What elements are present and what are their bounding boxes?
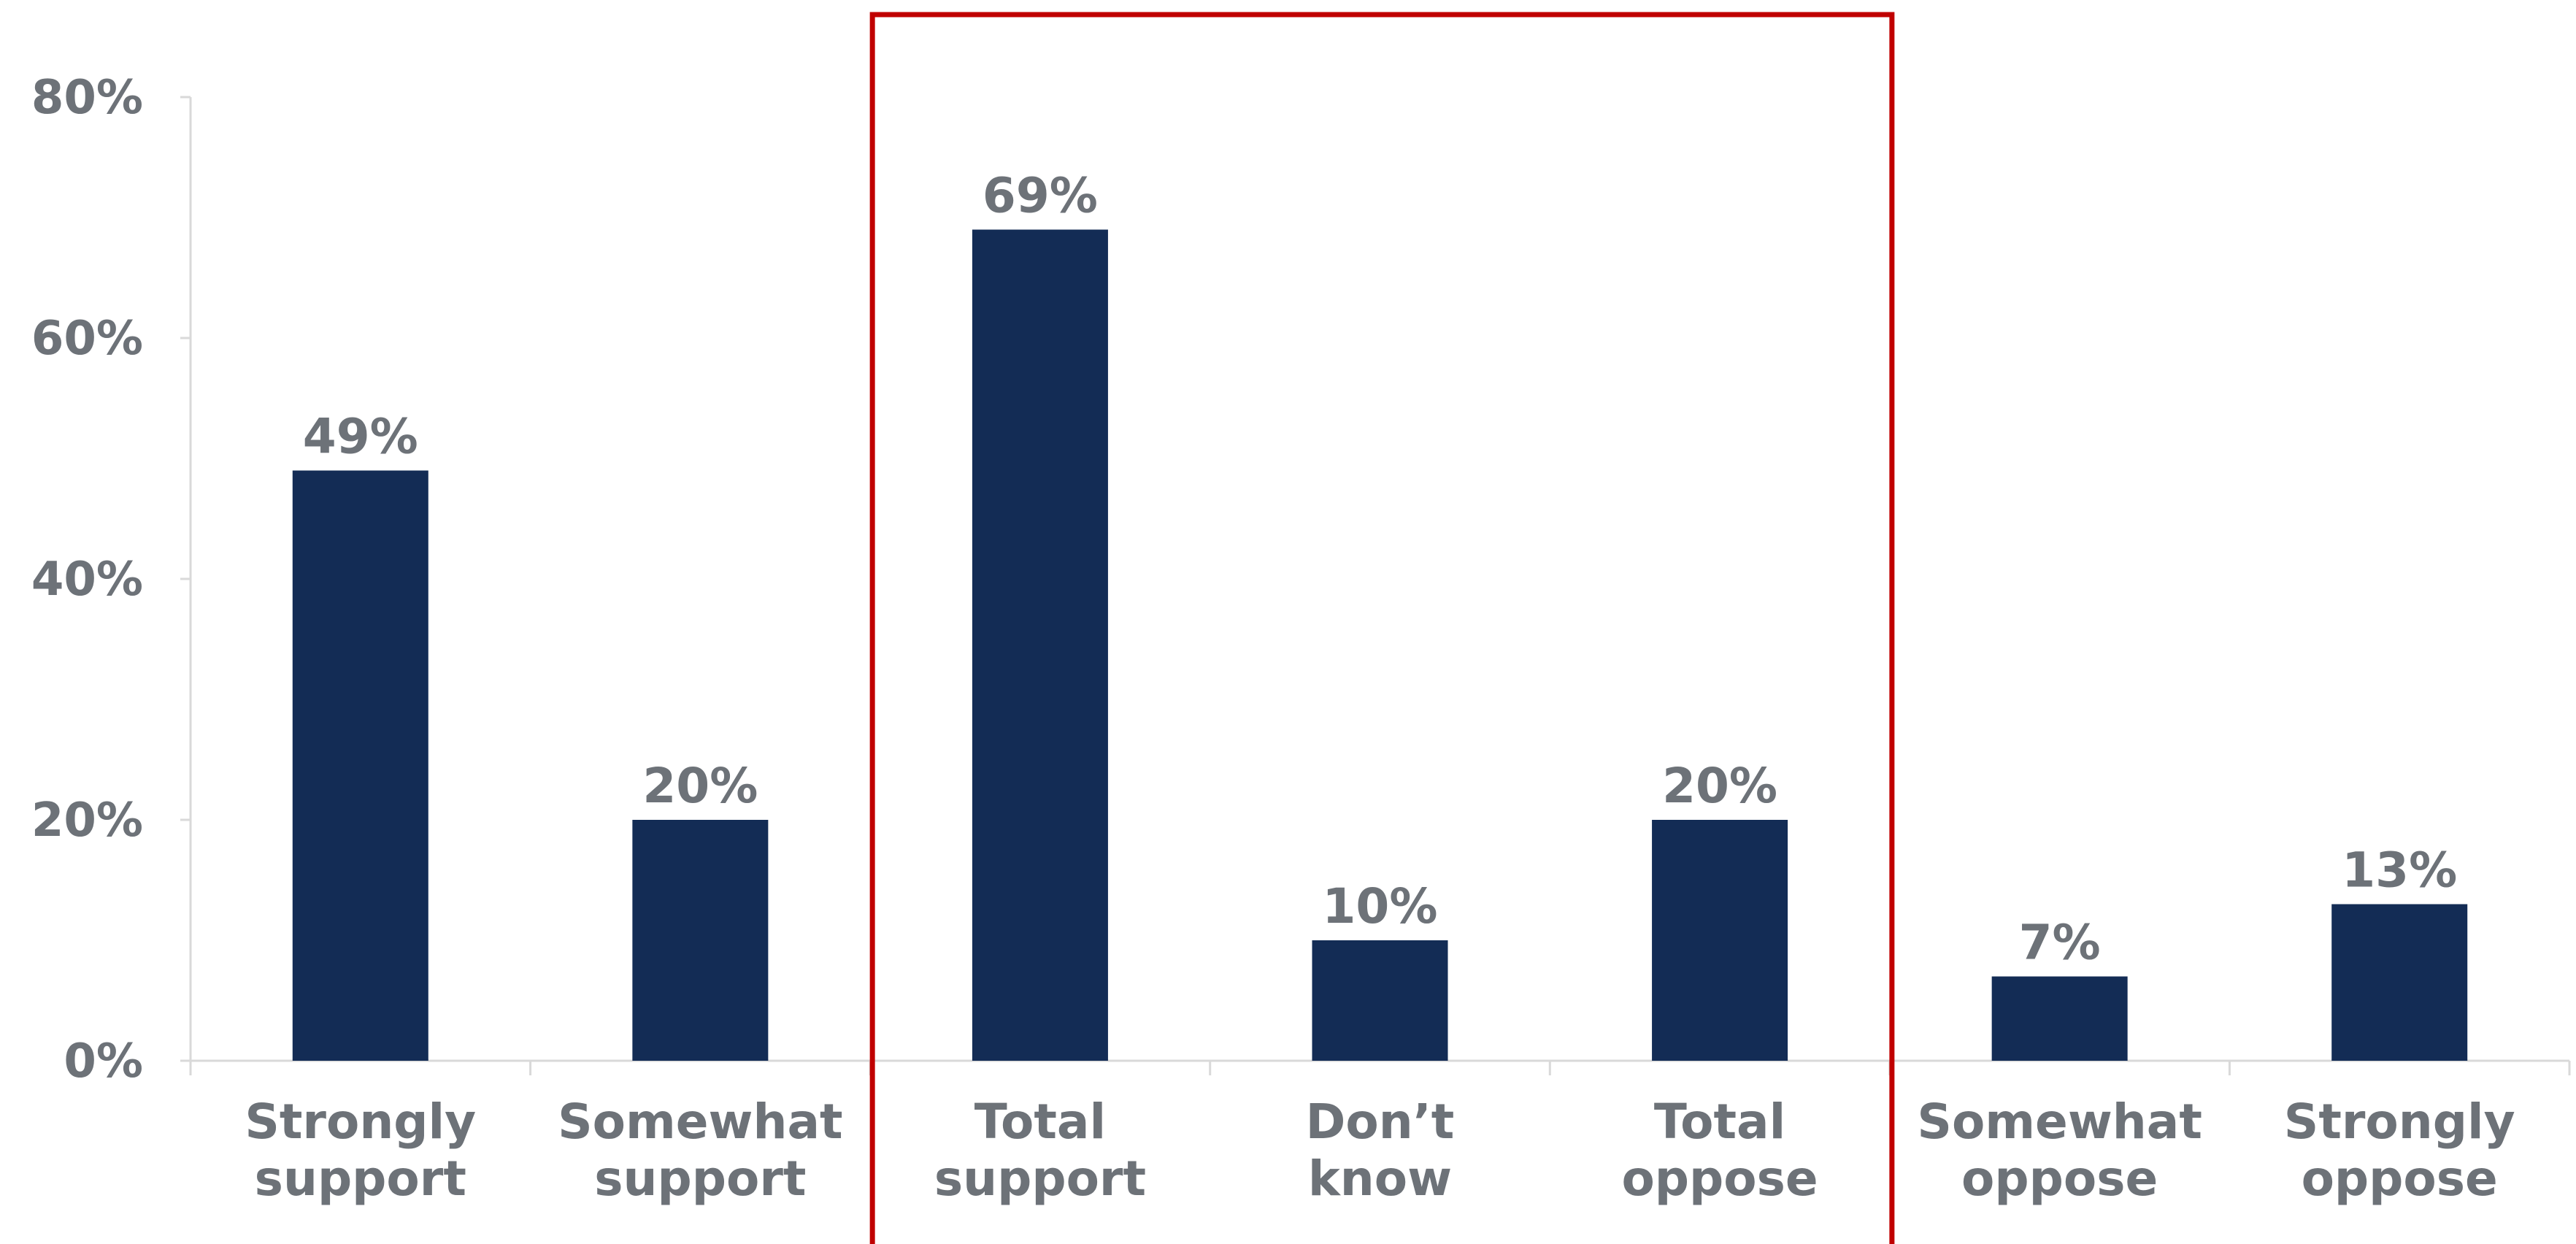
bar [632, 820, 769, 1061]
data-label: 49% [303, 409, 418, 465]
y-tick-label: 40% [31, 553, 143, 607]
bar [1312, 940, 1448, 1061]
category-label: Total [1654, 1094, 1785, 1150]
highlight-frame [869, 12, 1895, 1244]
category-label: support [934, 1151, 1146, 1207]
y-tick-label: 0% [64, 1034, 143, 1088]
category-label: support [594, 1151, 806, 1207]
category-label: Don’t [1306, 1094, 1455, 1150]
data-label: 20% [642, 758, 758, 814]
bar [1652, 820, 1788, 1061]
data-label: 69% [983, 168, 1098, 224]
bars [292, 229, 2468, 1061]
category-label: Somewhat [558, 1094, 842, 1150]
category-label: Somewhat [1917, 1094, 2202, 1150]
data-label: 20% [1662, 758, 1777, 814]
y-tick-label: 60% [31, 312, 143, 366]
category-label: know [1308, 1151, 1452, 1207]
data-labels: 49% 20% 69% 10% 20% 7% 13% [303, 168, 2457, 971]
category-label: Total [974, 1094, 1106, 1150]
bar [2331, 904, 2468, 1061]
category-label: oppose [2302, 1151, 2498, 1207]
category-labels: StronglysupportSomewhatsupportTotalsuppo… [245, 1094, 2515, 1207]
category-label: Strongly [245, 1094, 476, 1150]
category-label: Strongly [2284, 1094, 2515, 1150]
category-label: oppose [1621, 1151, 1818, 1207]
y-axis-ticks: 0% 20% 40% 60% 80% [31, 71, 191, 1088]
bar [1991, 976, 2128, 1061]
bar [292, 470, 428, 1061]
category-label: support [255, 1151, 466, 1207]
data-label: 7% [2019, 915, 2101, 971]
data-label: 10% [1323, 878, 1438, 934]
data-label: 13% [2342, 842, 2457, 899]
y-tick-label: 20% [31, 794, 143, 848]
y-tick-label: 80% [31, 71, 143, 125]
category-label: oppose [1961, 1151, 2158, 1207]
bar [972, 229, 1108, 1061]
highlight-rectangle [869, 12, 1895, 1244]
